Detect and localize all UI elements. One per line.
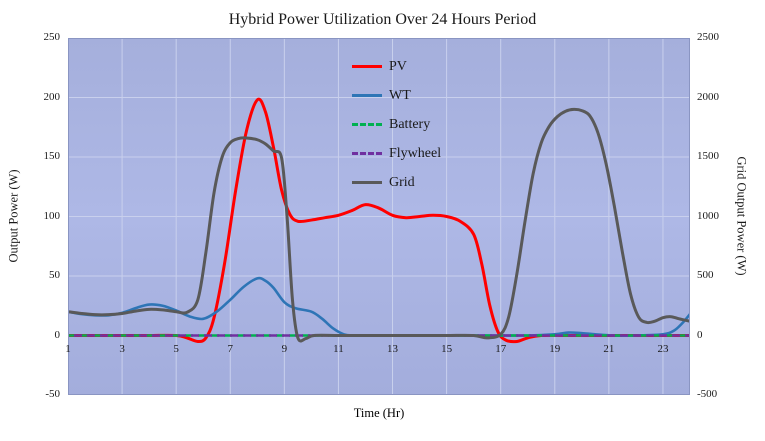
legend-line-battery [352,123,382,126]
legend-label-battery: Battery [389,116,431,132]
y-tick-left: 150 [43,150,61,162]
y-tick-left: 0 [54,328,61,341]
x-tick: 21 [603,342,615,355]
chart-title: Hybrid Power Utilization Over 24 Hours P… [228,11,537,28]
y-tick-right: 0 [697,328,703,341]
x-tick: 15 [441,342,453,355]
x-tick: 23 [657,342,669,355]
x-tick: 1 [65,342,71,355]
legend: PV WT Battery Flywheel Grid [352,52,441,197]
x-tick: 5 [173,342,179,355]
legend-label-grid: Grid [389,174,415,190]
legend-item-grid: Grid [352,168,441,197]
y-tick-right: 500 [697,269,714,281]
x-tick: 17 [495,342,507,355]
y-tick-right: 2000 [697,90,719,103]
x-axis-label: Time (Hr) [353,406,405,420]
plot-area: PV WT Battery Flywheel Grid [68,38,690,395]
x-tick: 3 [119,342,125,355]
series-line-wt [68,276,690,337]
legend-line-wt [352,94,382,97]
y-tick-left: 200 [43,90,61,103]
legend-item-wt: WT [352,81,441,110]
x-tick: 7 [227,342,234,355]
legend-label-pv: PV [389,58,407,74]
legend-item-flywheel: Flywheel [352,139,441,168]
plot-border [68,38,690,395]
y-tick-right: 1000 [697,209,719,222]
legend-label-wt: WT [389,87,411,103]
y-tick-right: 2500 [697,31,719,43]
x-tick: 13 [387,342,399,355]
series-line-grid [68,107,690,343]
y-tick-left: -50 [45,388,60,400]
x-tick: 9 [281,342,288,355]
legend-item-pv: PV [352,52,441,81]
y-tick-right: -500 [697,388,718,400]
y-tick-left: 250 [43,31,61,43]
y-tick-left: 50 [49,269,60,281]
y-tick-left: 100 [43,209,61,222]
x-tick: 11 [333,342,344,355]
series-line-pv [68,97,690,344]
y-tick-right: 1500 [697,150,719,162]
legend-line-flywheel [352,152,382,155]
legend-line-grid [352,181,382,184]
legend-line-pv [352,65,382,68]
plot-canvas [68,38,690,395]
legend-item-battery: Battery [352,110,441,139]
x-tick: 19 [549,342,561,355]
legend-label-flywheel: Flywheel [389,145,442,161]
